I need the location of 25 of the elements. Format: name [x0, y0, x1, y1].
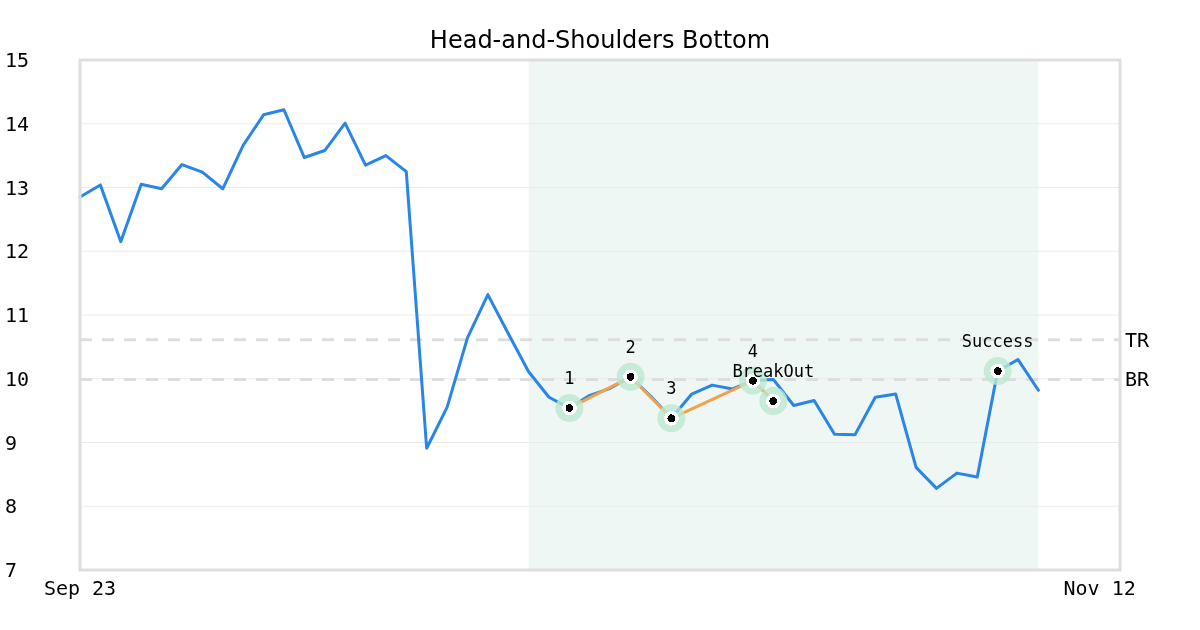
y-tick-label: 15: [5, 48, 30, 72]
annotation: 1: [564, 368, 575, 389]
annotation: 3: [666, 378, 677, 399]
y-tick-label: 13: [5, 175, 30, 200]
y-tick-label: 14: [5, 111, 30, 136]
annotation: BreakOut: [732, 361, 815, 382]
y-tick-label: 10: [5, 366, 30, 391]
y-tick-label: 7: [5, 558, 18, 582]
ref-line-label: BR: [1125, 367, 1151, 392]
y-tick-label: 8: [5, 494, 18, 519]
y-tick-label: 11: [5, 303, 30, 327]
point: [555, 394, 584, 423]
annotation: 2: [625, 336, 636, 357]
x-tick-label: Sep 23: [43, 576, 117, 600]
annotation: 4: [747, 340, 759, 361]
point: [616, 362, 645, 391]
y-tick-label: 9: [5, 430, 18, 455]
point: [983, 357, 1012, 386]
y-tick-label: 12: [5, 239, 30, 264]
annotation: Success: [961, 331, 1034, 352]
point: [759, 387, 788, 416]
point: [657, 404, 686, 433]
chart-title: Head-and-Shoulders Bottom: [429, 26, 771, 54]
x-tick-label: Nov 12: [1063, 576, 1136, 600]
ref-line-label: TR: [1125, 327, 1151, 352]
